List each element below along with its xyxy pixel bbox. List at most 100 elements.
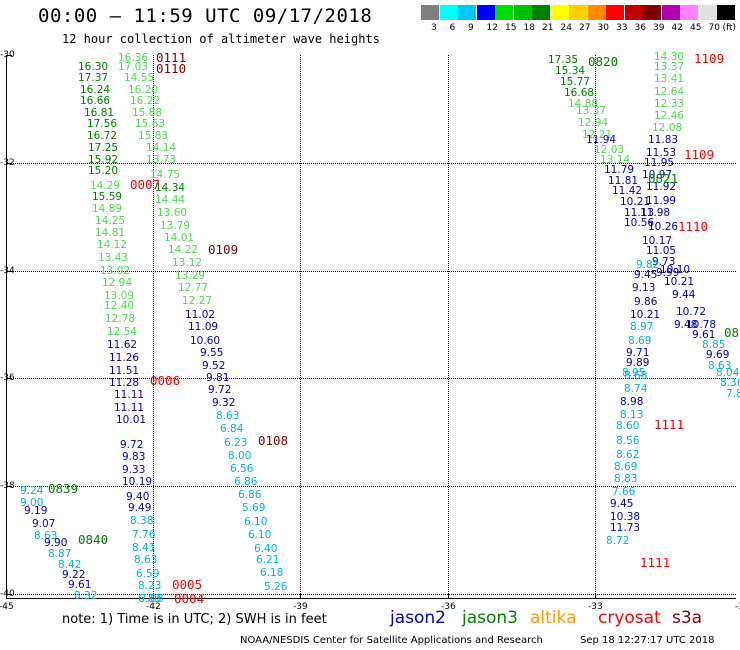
wave-height-value: 10.21 — [630, 309, 661, 321]
wave-height-value: 14.89 — [92, 203, 123, 215]
pass-time-label: 0006 — [150, 373, 181, 388]
wave-height-value: 12.03 — [594, 144, 625, 156]
wave-height-value: 16.20 — [128, 84, 159, 96]
legend-swatch — [569, 5, 587, 20]
legend-swatch — [680, 5, 698, 20]
pass-time-label: 0821 — [648, 171, 679, 186]
wave-height-value: 6.10 — [244, 516, 268, 528]
wave-height-value: 11.79 — [604, 164, 635, 176]
wave-height-value: 13.37 — [576, 105, 607, 117]
wave-height-value: 12.27 — [182, 295, 213, 307]
wave-height-value: 10.21 — [664, 276, 695, 288]
wave-height-value: 9.72 — [208, 384, 232, 396]
wave-height-value: 5.26 — [264, 581, 288, 593]
wave-height-value: 9.83 — [122, 451, 146, 463]
wave-height-value: 16.72 — [87, 130, 118, 142]
wave-height-value: 11.09 — [188, 321, 219, 333]
wave-height-value: 7.08 — [140, 593, 164, 605]
wave-height-value: 10.17 — [642, 235, 673, 247]
pass-time-label: 0839 — [48, 481, 79, 496]
wave-height-value: 14.81 — [95, 227, 126, 239]
wave-height-value: 9.45 — [634, 269, 658, 281]
legend-swatch — [476, 5, 495, 20]
wave-height-value: 12.08 — [652, 122, 683, 134]
wave-height-value: 9.44 — [672, 289, 696, 301]
wave-height-value: 11.05 — [646, 245, 677, 257]
wave-height-value: 8.60 — [616, 420, 640, 432]
wave-height-value: 10.26 — [648, 221, 679, 233]
wave-height-value: 5.69 — [242, 502, 266, 514]
wave-height-value: 8.04 — [716, 367, 740, 379]
page-subtitle: 12 hour collection of altimeter wave hei… — [62, 32, 380, 46]
page-title: 00:00 – 11:59 UTC 09/17/2018 — [38, 5, 373, 27]
wave-height-value: 9.73 — [652, 256, 676, 268]
map-frame-left — [6, 55, 7, 598]
wave-height-value: 11.81 — [608, 175, 639, 187]
grid-line-vertical — [448, 55, 449, 598]
latitude-tick — [6, 378, 12, 379]
wave-height-value: 13.60 — [157, 207, 188, 219]
satellite-altika: altika — [530, 608, 577, 628]
wave-height-value: 6.56 — [230, 463, 254, 475]
wave-height-value: 13.73 — [146, 154, 177, 166]
wave-height-value: 15.83 — [138, 130, 169, 142]
wave-height-value: 17.56 — [87, 118, 118, 130]
legend-label: 18 — [523, 23, 535, 33]
wave-height-value: 9.86 — [634, 296, 658, 308]
legend-swatch — [421, 5, 439, 20]
legend-label: 21 — [542, 23, 554, 33]
wave-height-value: 16.30 — [78, 61, 109, 73]
wave-height-value: 8.42 — [58, 559, 82, 571]
legend-label: 42 — [671, 23, 683, 33]
wave-height-value: 9.45 — [610, 498, 634, 510]
wave-height-value: 8.63 — [134, 554, 158, 566]
wave-height-value: 11.98 — [640, 207, 671, 219]
longitude-tick — [6, 593, 7, 598]
longitude-label: -45 — [0, 602, 14, 612]
wave-height-value: 12.94 — [578, 117, 609, 129]
wave-height-value: 8.00 — [228, 450, 252, 462]
wave-height-value: 11.92 — [646, 181, 677, 193]
pass-time-label: 1111 — [654, 417, 685, 432]
wave-height-value: 8.38 — [130, 515, 154, 527]
wave-height-value: 11.99 — [646, 195, 677, 207]
pass-time-label: 0840 — [78, 532, 109, 547]
wave-height-value: 8.98 — [620, 396, 644, 408]
legend-label: 6 — [449, 23, 456, 33]
wave-height-value: 13.02 — [100, 265, 131, 277]
wave-height-value: 9.40 — [126, 491, 150, 503]
satellite-s3a: s3a — [672, 608, 703, 628]
pass-time-label: 0007 — [130, 177, 161, 192]
pass-time-label: 0108 — [258, 433, 289, 448]
wave-height-value: 9.22 — [62, 569, 86, 581]
wave-height-value: 13.43 — [98, 252, 129, 264]
wave-height-value: 11.53 — [646, 147, 677, 159]
legend-swatch — [458, 5, 476, 20]
legend-swatch — [495, 5, 513, 20]
latitude-tick — [6, 55, 12, 56]
legend-label: 9 — [468, 23, 474, 33]
legend-swatch — [606, 5, 624, 20]
wave-height-value: 11.83 — [648, 134, 679, 146]
wave-height-value: 11.11 — [114, 402, 145, 414]
wave-height-value: 6.10 — [248, 529, 272, 541]
wave-height-value: 10.10 — [660, 264, 691, 276]
wave-height-value: 12.77 — [178, 282, 209, 294]
wave-height-value: 8.63 — [34, 530, 58, 542]
wave-height-value: 11.51 — [109, 365, 140, 377]
grid-line-horizontal — [6, 163, 736, 164]
longitude-label: -33 — [588, 602, 603, 612]
wave-height-value: 6.84 — [220, 423, 244, 435]
wave-height-value: 9.24 — [20, 485, 44, 497]
wave-height-value: 13.14 — [600, 154, 631, 166]
wave-height-value: 12.54 — [107, 326, 138, 338]
wave-height-value: 14.55 — [124, 72, 155, 84]
wave-height-value: 8.13 — [620, 409, 644, 421]
pass-time-label: 1109 — [684, 147, 715, 162]
longitude-tick — [153, 593, 154, 598]
legend-label: 33 — [616, 23, 628, 33]
wave-height-value: 11.94 — [586, 134, 617, 146]
wave-height-value: 14.88 — [568, 98, 599, 110]
wave-height-value: 10.78 — [686, 319, 717, 331]
wave-height-value: 9.72 — [120, 439, 144, 451]
